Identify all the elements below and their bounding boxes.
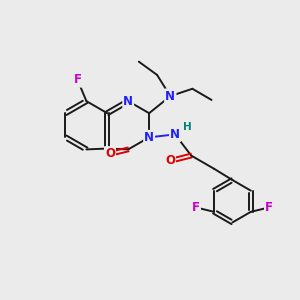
Text: F: F (192, 201, 200, 214)
Text: O: O (165, 154, 175, 167)
Text: F: F (265, 201, 273, 214)
Text: F: F (74, 74, 82, 86)
Text: H: H (183, 122, 192, 132)
Text: O: O (165, 154, 175, 167)
Text: O: O (105, 147, 115, 160)
Text: N: N (170, 128, 180, 141)
Text: F: F (192, 201, 200, 214)
Text: N: N (165, 90, 175, 103)
Text: N: N (123, 94, 133, 108)
Text: N: N (144, 131, 154, 144)
Text: N: N (170, 128, 180, 141)
Text: N: N (165, 90, 175, 103)
Text: F: F (265, 201, 273, 214)
Text: F: F (74, 74, 82, 86)
Text: H: H (183, 122, 192, 132)
Text: O: O (105, 147, 115, 160)
